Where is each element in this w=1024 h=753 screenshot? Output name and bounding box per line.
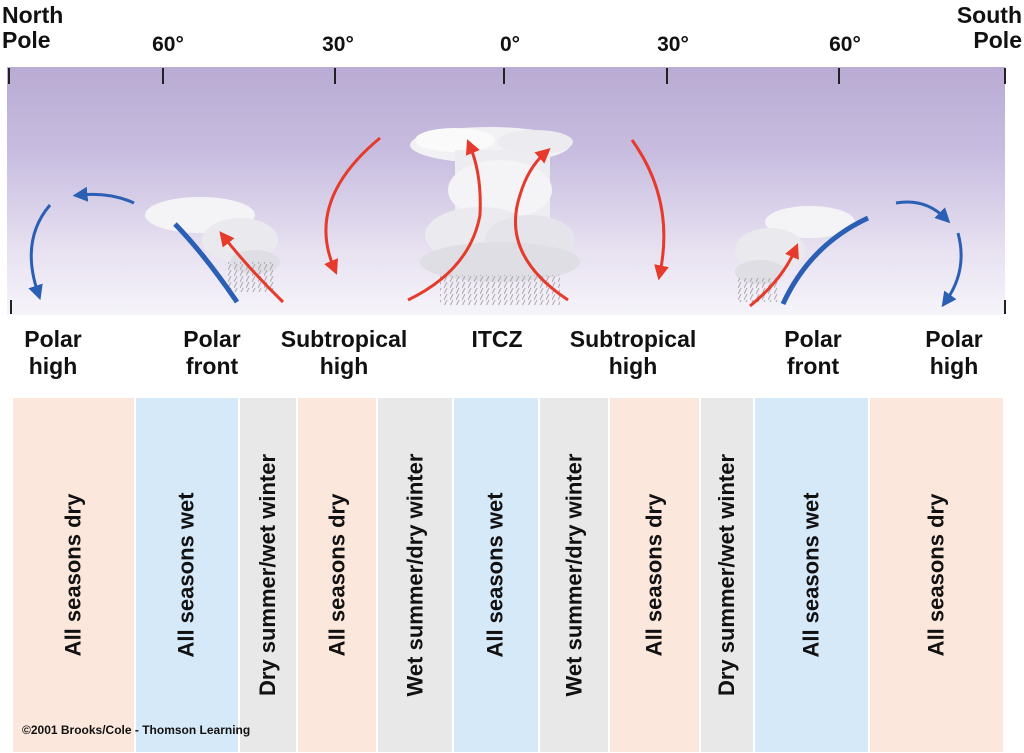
polar-air-arrow-south-upper (895, 200, 951, 224)
zone-label-line1: ITCZ (471, 326, 523, 352)
precip-band-label: All seasons dry (641, 493, 667, 657)
sinking-air-arrow-subtropical-north (324, 136, 381, 275)
latitude-label-60s: 60° (829, 33, 861, 56)
precip-band-polar-front-north: All seasons wet (136, 398, 238, 752)
precip-band-label: All seasons dry (923, 493, 949, 657)
zone-label-line2: high (608, 353, 658, 379)
polar-front-line-south (780, 215, 870, 306)
zone-label-line2: front (185, 353, 239, 379)
circulation-graphic (28, 127, 963, 308)
latitude-label-30s: 30° (657, 33, 689, 56)
tick-equator (503, 68, 505, 84)
tick-30n (334, 68, 336, 84)
tick-north-pole (8, 68, 10, 84)
zone-label-line2: high (319, 353, 369, 379)
precip-band-mediterranean-south: Dry summer/wet winter (701, 398, 753, 752)
zone-label-line1: Polar (784, 326, 842, 352)
precip-band-label: All seasons dry (324, 493, 350, 657)
south-pole-line1: South (956, 2, 1022, 28)
itcz-cloud (410, 127, 580, 305)
latitude-label-60n: 60° (152, 33, 184, 56)
zone-label-subtropical-high-south: Subtropical high (570, 326, 697, 380)
zone-label-polar-front-north: Polar front (183, 326, 241, 380)
precip-band-label: Dry summer/wet winter (714, 453, 740, 697)
polar-air-arrow-south-lower (941, 232, 963, 308)
precip-band-label: All seasons wet (174, 492, 200, 658)
north-pole-line1: North (2, 2, 64, 28)
rising-air-arrow-polar-north (219, 231, 285, 304)
precip-band-polar-south: All seasons dry (870, 398, 1003, 752)
zone-label-line1: Polar (183, 326, 241, 352)
polar-air-arrow-north-upper (72, 186, 135, 205)
zone-label-polar-high-north: Polar high (24, 326, 82, 380)
south-pole-line2: Pole (973, 27, 1022, 53)
copyright-notice: ©2001 Brooks/Cole - Thomson Learning (22, 723, 251, 737)
north-pole-line2: Pole (2, 27, 51, 53)
zone-label-line2: front (786, 353, 840, 379)
precip-band-label: All seasons wet (483, 492, 509, 658)
rising-air-arrow-itcz-right (514, 148, 569, 302)
precip-band-subtropical-south: All seasons dry (610, 398, 699, 752)
precip-band-equatorial: All seasons wet (454, 398, 538, 752)
precip-band-label: Wet summer/dry winter (402, 453, 428, 697)
tick-60n (162, 68, 164, 84)
zone-label-line1: Polar (24, 326, 82, 352)
precip-band-polar-north: All seasons dry (13, 398, 134, 752)
zone-label-line2: high (28, 353, 78, 379)
precip-band-polar-front-south: All seasons wet (755, 398, 868, 752)
precip-band-label: All seasons wet (798, 492, 824, 658)
zone-label-polar-front-south: Polar front (784, 326, 842, 380)
zone-label-line1: Polar (925, 326, 983, 352)
precip-band-label: Wet summer/dry winter (561, 453, 587, 697)
polar-front-line-north (173, 222, 240, 304)
zone-label-line2: high (929, 353, 979, 379)
zone-label-itcz: ITCZ (471, 326, 522, 353)
precip-band-mediterranean-north: Dry summer/wet winter (240, 398, 296, 752)
polar-front-cloud-south (735, 206, 855, 302)
tick-30s (666, 68, 668, 84)
zone-label-line1: Subtropical (280, 326, 408, 352)
precip-band-subtropical-north: All seasons dry (298, 398, 376, 752)
rising-air-arrow-polar-south (749, 243, 799, 308)
precip-band-monsoon-south: Wet summer/dry winter (540, 398, 608, 752)
tick-60s (838, 68, 840, 84)
north-pole-label: North Pole (2, 3, 63, 53)
rising-air-arrow-itcz-left (407, 139, 482, 302)
latitude-label-30n: 30° (322, 33, 354, 56)
latitude-label-equator: 0° (499, 33, 521, 56)
zone-label-subtropical-high-north: Subtropical high (281, 326, 408, 380)
precip-band-monsoon-north: Wet summer/dry winter (378, 398, 452, 752)
south-pole-label: South Pole (957, 3, 1022, 53)
polar-air-arrow-north-lower (28, 204, 52, 301)
tick-bottom-south (1004, 300, 1006, 314)
precip-band-label: All seasons dry (60, 493, 86, 657)
precip-band-label: Dry summer/wet winter (255, 453, 281, 697)
polar-front-cloud-north (145, 197, 280, 292)
tick-south-pole (1004, 68, 1006, 84)
tick-bottom-north (10, 300, 12, 314)
sinking-air-arrow-subtropical-south (630, 139, 669, 281)
zone-label-line1: Subtropical (569, 326, 697, 352)
zone-label-polar-high-south: Polar high (925, 326, 983, 380)
